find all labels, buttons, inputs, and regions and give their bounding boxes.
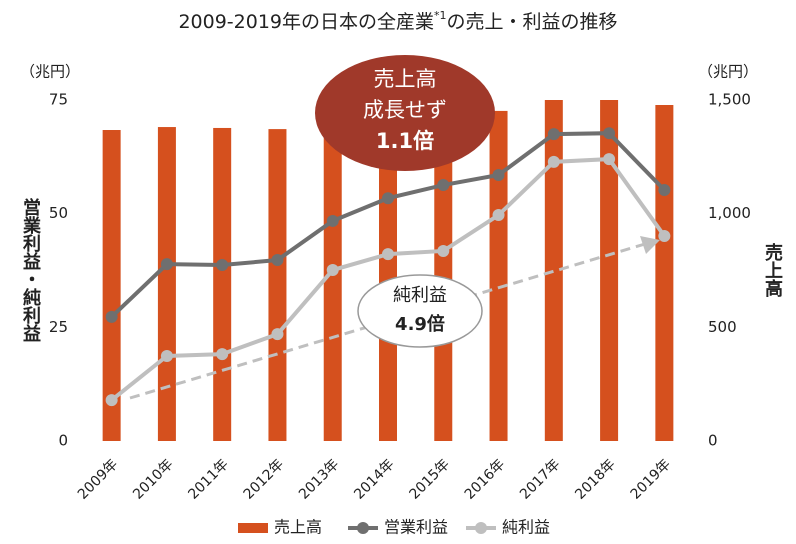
point (603, 127, 616, 140)
arrow-head (640, 236, 660, 254)
point (437, 244, 450, 257)
legend-swatch (238, 523, 268, 533)
y-axis-title: 営業利益・純利益 (20, 197, 42, 342)
y2-tick-label: 500 (708, 318, 737, 336)
point (105, 394, 118, 407)
legend-swatch (475, 522, 487, 534)
point (492, 169, 505, 182)
x-tick-label: 2012年 (241, 456, 287, 502)
y-tick-label: 0 (58, 432, 68, 450)
y2-unit: （兆円） (698, 63, 758, 81)
callout-text: 4.9倍 (395, 313, 445, 335)
point (658, 229, 671, 242)
point (216, 348, 229, 361)
point (160, 258, 173, 271)
point (547, 155, 560, 168)
callout-text: 成長せず (363, 98, 447, 122)
legend-label: 純利益 (502, 518, 550, 537)
x-tick-label: 2019年 (628, 456, 674, 502)
title-part: 2009-2019年の日本の全産業 (178, 11, 434, 33)
point (492, 209, 505, 222)
title-part: の売上・利益の推移 (447, 11, 618, 33)
bar (655, 105, 674, 441)
y2-axis-title: 売上高 (762, 242, 783, 298)
callout-text: 1.1倍 (376, 129, 434, 153)
bar (268, 129, 287, 441)
point (382, 248, 394, 261)
bar (544, 100, 563, 441)
legend-label: 売上高 (274, 518, 322, 537)
legend-swatch (357, 522, 369, 534)
y2-tick-label: 1,000 (708, 204, 751, 222)
x-tick-label: 2013年 (296, 456, 342, 502)
x-tick-label: 2016年 (462, 456, 508, 502)
point (160, 349, 173, 362)
point (658, 184, 671, 197)
x-tick-label: 2009年 (75, 456, 121, 502)
bar (102, 130, 121, 441)
bar (157, 127, 176, 441)
bar (213, 127, 232, 441)
point (326, 214, 339, 227)
x-tick-label: 2014年 (351, 456, 397, 502)
point (382, 192, 394, 205)
legend-label: 営業利益 (384, 518, 448, 537)
callout (357, 274, 483, 348)
bar (323, 127, 342, 441)
y-tick-label: 50 (49, 204, 68, 222)
callout (315, 55, 495, 171)
y2-tick-label: 1,500 (708, 91, 751, 109)
x-tick-label: 2010年 (130, 456, 176, 502)
point (326, 264, 339, 277)
bar (600, 100, 619, 441)
point (271, 254, 284, 267)
point (437, 179, 450, 192)
x-tick-label: 2017年 (517, 456, 563, 502)
x-tick-label: 2018年 (572, 456, 618, 502)
trend-arrow (129, 242, 646, 400)
point (547, 128, 560, 141)
y-unit: （兆円） (20, 63, 80, 81)
x-tick-label: 2015年 (407, 456, 453, 502)
callout-text: 純利益 (393, 285, 447, 306)
x-tick-label: 2011年 (185, 456, 231, 502)
point (603, 153, 616, 166)
bar (489, 110, 508, 442)
point (105, 310, 118, 323)
chart-title: 2009-2019年の日本の全産業*1の売上・利益の推移 (178, 9, 617, 33)
y-tick-label: 75 (49, 91, 68, 109)
callout-text: 売上高 (374, 67, 437, 91)
title-sup: *1 (434, 9, 447, 22)
point (271, 328, 284, 341)
point (216, 259, 229, 272)
y2-tick-label: 0 (708, 432, 718, 450)
y-tick-label: 25 (49, 318, 68, 336)
